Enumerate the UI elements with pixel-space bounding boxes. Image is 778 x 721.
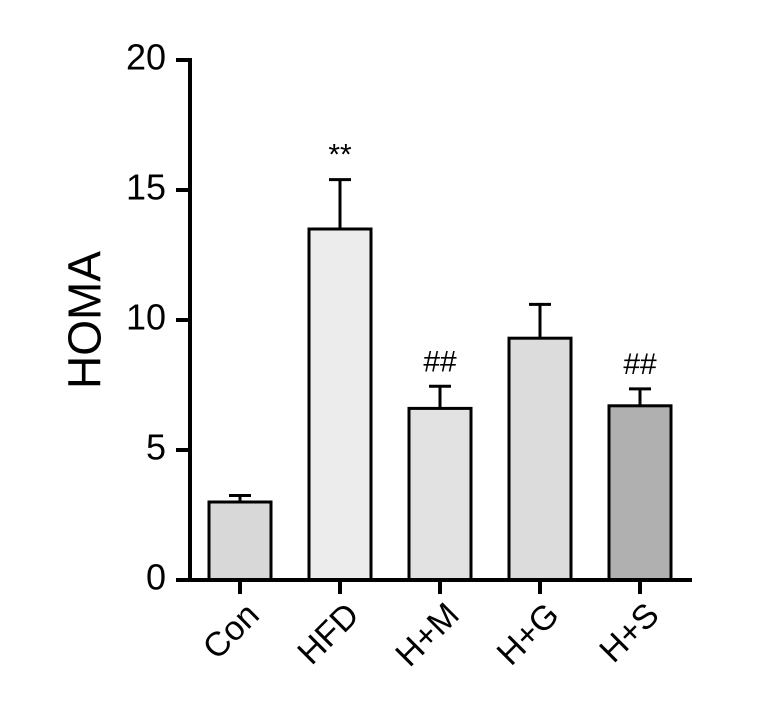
chart-svg: 05101520HOMA**####ConHFDH+MH+GH+S bbox=[0, 0, 778, 721]
bar bbox=[609, 406, 671, 580]
significance-annotation: ** bbox=[328, 139, 352, 172]
significance-annotation: ## bbox=[623, 348, 657, 381]
svg-text:HOMA: HOMA bbox=[59, 251, 111, 389]
svg-text:20: 20 bbox=[126, 37, 166, 78]
homa-bar-chart: 05101520HOMA**####ConHFDH+MH+GH+S bbox=[0, 0, 778, 721]
bar bbox=[409, 408, 471, 580]
svg-text:10: 10 bbox=[126, 297, 166, 338]
bar bbox=[309, 229, 371, 580]
svg-text:15: 15 bbox=[126, 167, 166, 208]
significance-annotation: ## bbox=[423, 345, 457, 378]
bar bbox=[509, 338, 571, 580]
svg-text:0: 0 bbox=[146, 557, 166, 598]
bar bbox=[209, 502, 271, 580]
svg-text:5: 5 bbox=[146, 427, 166, 468]
